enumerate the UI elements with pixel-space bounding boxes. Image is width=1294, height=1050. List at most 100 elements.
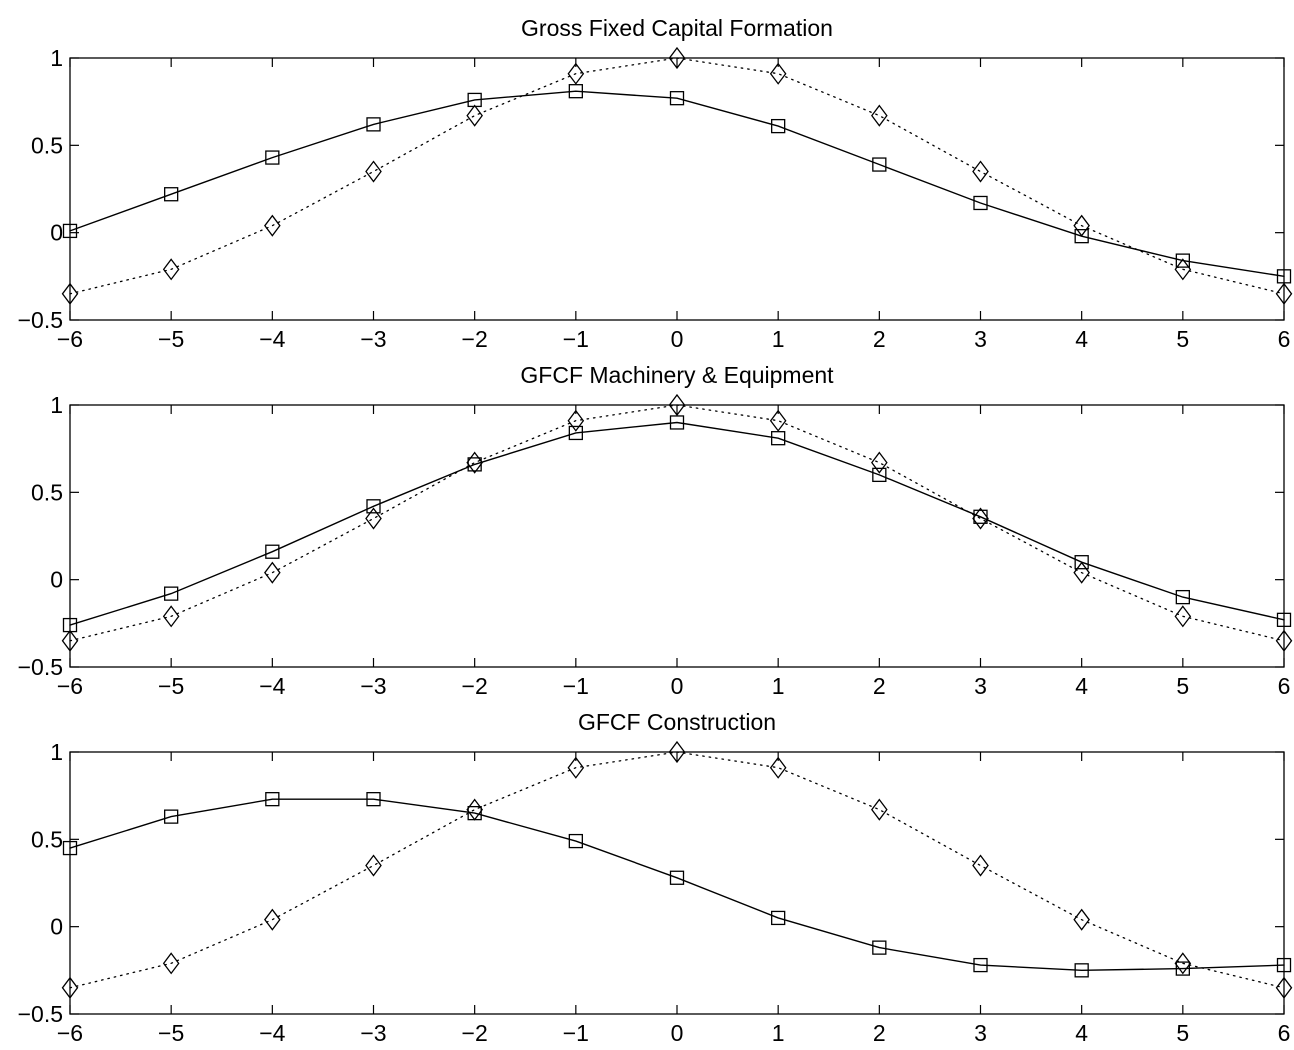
x-tick-label: −4 (259, 1020, 285, 1046)
x-tick-label: −5 (158, 1020, 184, 1046)
x-tick-label: −3 (360, 673, 386, 699)
x-tick-label: 2 (873, 673, 886, 699)
x-tick-label: −6 (57, 1020, 83, 1046)
y-tick-label: 0.5 (31, 826, 63, 852)
series-1-point (1074, 555, 1089, 570)
chart-panel-3: GFCF Construction −6 −5 −4 −3 −2 −1 0 1 2 3 4 5 6 −0.5… (18, 709, 1293, 1046)
series-1-point (265, 792, 280, 807)
series-2-point (61, 282, 79, 305)
series-2-point (668, 46, 686, 70)
y-tick-label: 0.5 (31, 479, 63, 505)
series-1-point (568, 425, 583, 441)
series-1-point (1276, 612, 1292, 627)
y-tick-label: 1 (50, 45, 63, 71)
x-tick-label: −2 (462, 673, 488, 699)
series-1-point (164, 809, 179, 824)
series-2-line (69, 57, 1285, 295)
series-1-point (1074, 963, 1089, 978)
chart-panel-1: Gross Fixed Capital Formation −6 −5 −4 −3 −2 −… (18, 15, 1293, 352)
x-tick-label: 6 (1278, 326, 1291, 352)
series-2-point (567, 62, 585, 85)
y-tick-label: −0.5 (18, 654, 63, 680)
series-1-point (973, 957, 988, 973)
x-tick-label: −4 (259, 326, 285, 352)
series-1-point (265, 150, 280, 165)
series-2-line (69, 404, 1285, 642)
series-2-point (1174, 605, 1192, 628)
series-1-point (669, 870, 685, 885)
series-2-point (264, 561, 281, 584)
y-tick-label: 1 (50, 392, 63, 418)
plot-frame (69, 404, 1285, 668)
x-tick-label: 3 (974, 326, 987, 352)
x-tick-label: 2 (873, 326, 886, 352)
x-tick-label: −2 (462, 326, 488, 352)
series-2-point (466, 798, 483, 821)
series-1-point (771, 910, 786, 926)
series-1-point (1276, 957, 1292, 973)
x-tick-label: −2 (462, 1020, 488, 1046)
series-2-point (668, 393, 686, 417)
series-2-point (1073, 214, 1090, 237)
x-tick-label: 0 (671, 326, 684, 352)
series-2-point (162, 258, 180, 281)
y-tick-label: −0.5 (18, 1001, 63, 1027)
x-tick-label: 4 (1075, 326, 1088, 352)
chart-title: GFCF Construction (578, 709, 776, 735)
series-2-point (769, 62, 787, 85)
series-1-point (62, 840, 78, 856)
x-tick-label: 5 (1176, 673, 1189, 699)
series-1-point (973, 195, 988, 211)
series-2-point (365, 507, 382, 530)
series-2-point (972, 507, 989, 530)
series-1-line (69, 421, 1285, 626)
series-1-point (366, 792, 381, 807)
series-2-point (1073, 908, 1090, 931)
series-2-point (466, 451, 483, 474)
series-2-point (466, 104, 483, 127)
series-2-point (1275, 282, 1293, 305)
series-1-point (1074, 229, 1089, 244)
x-tick-label: 6 (1278, 673, 1291, 699)
series-1-point (872, 940, 887, 955)
y-tick-label: 0.5 (31, 132, 63, 158)
series-1-point (366, 499, 381, 514)
chart-title: GFCF Machinery & Equipment (520, 362, 834, 388)
y-tick-label: 1 (50, 739, 63, 765)
y-tick-label: 0 (50, 567, 63, 593)
series-2-point (972, 854, 989, 877)
x-tick-label: 0 (671, 1020, 684, 1046)
plot-frame (69, 751, 1285, 1015)
y-tick-label: 0 (50, 220, 63, 246)
series-2-point (1174, 258, 1192, 281)
series-2-point (567, 409, 585, 432)
chart-panel-2: GFCF Machinery & Equipment −6 −5 −4 −3 −2 −1 0 1… (18, 362, 1293, 699)
series-2-line (69, 751, 1285, 989)
x-tick-label: 5 (1176, 1020, 1189, 1046)
x-tick-label: 0 (671, 673, 684, 699)
series-2-point (871, 798, 888, 821)
x-tick-label: 3 (974, 673, 987, 699)
series-2-point (1275, 976, 1293, 999)
x-tick-label: −3 (360, 1020, 386, 1046)
series-1-point (669, 91, 685, 106)
series-1-point (1175, 253, 1190, 268)
series-1-point (872, 157, 887, 172)
series-2-point (264, 214, 281, 237)
x-tick-label: −5 (158, 326, 184, 352)
series-2-point (365, 160, 382, 183)
series-2-point (972, 160, 989, 183)
series-1-line (69, 798, 1285, 972)
series-2-point (61, 976, 79, 999)
series-1-point (62, 223, 78, 239)
series-1-point (366, 117, 381, 132)
series-1-point (771, 118, 786, 134)
series-2-point (1174, 952, 1192, 975)
x-tick-label: 4 (1075, 673, 1088, 699)
x-tick-label: −1 (563, 326, 589, 352)
x-tick-label: −1 (563, 1020, 589, 1046)
series-2-point (1073, 561, 1090, 584)
x-tick-label: −6 (57, 673, 83, 699)
x-tick-label: 4 (1075, 1020, 1088, 1046)
series-1-line (69, 90, 1285, 277)
